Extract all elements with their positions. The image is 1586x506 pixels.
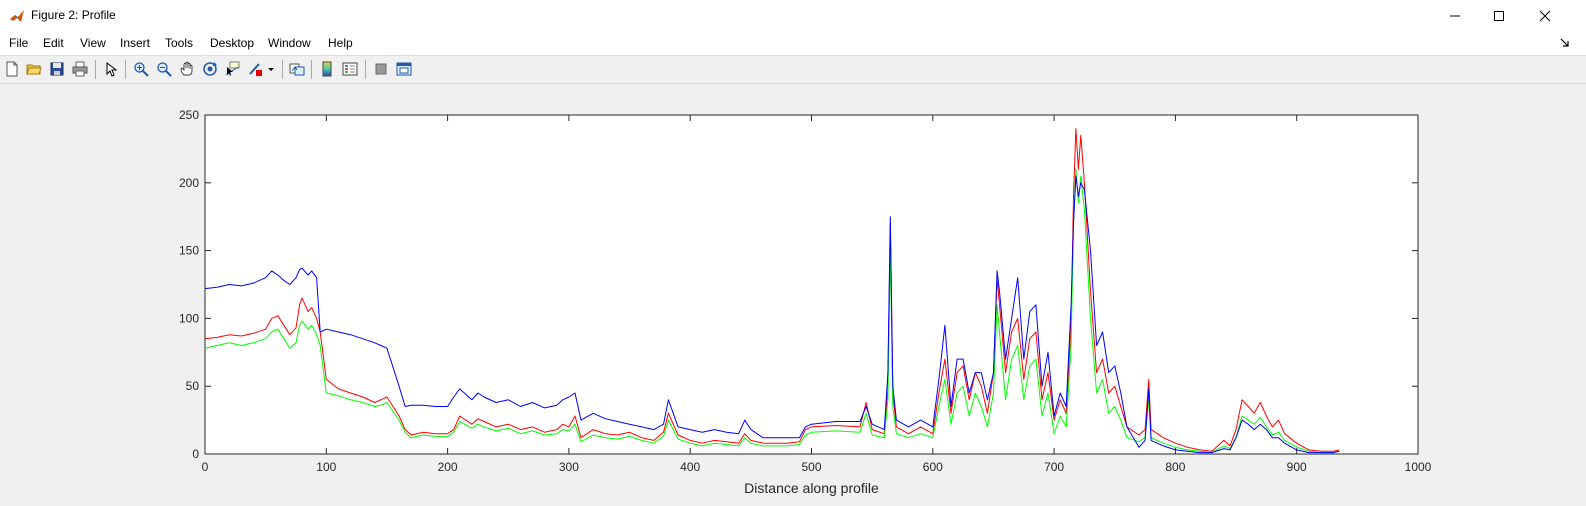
x-tick-label: 800 — [1165, 460, 1185, 474]
x-tick-label: 200 — [438, 460, 458, 474]
red-profile-line[interactable] — [204, 128, 1340, 452]
zoom-out-button[interactable] — [155, 60, 173, 78]
save-icon — [50, 62, 64, 76]
open-file-button[interactable] — [25, 60, 43, 78]
insert-colorbar-icon — [322, 61, 332, 77]
data-cursor-button[interactable] — [223, 60, 241, 78]
x-tick-label: 400 — [680, 460, 700, 474]
print-icon — [72, 61, 88, 77]
save-button[interactable] — [48, 60, 66, 78]
new-figure-button[interactable] — [3, 60, 21, 78]
profile-plot[interactable]: 0 100 200 300 400 500 600 700 800 900 1000 0 50 100 15… — [0, 84, 1586, 506]
data-cursor-icon — [225, 61, 240, 76]
insert-legend-icon — [342, 62, 358, 76]
blue-profile-line[interactable] — [204, 175, 1340, 454]
open-file-icon — [26, 64, 42, 75]
y-tick-label: 150 — [179, 244, 199, 258]
maximize-icon — [1494, 10, 1504, 21]
x-tick-label: 700 — [1044, 460, 1064, 474]
x-tick-label: 500 — [801, 460, 821, 474]
menu-bar: File Edit View Insert Tools Desktop Wind… — [0, 31, 1586, 56]
x-tick-label: 100 — [316, 460, 336, 474]
window-title: Figure 2: Profile — [31, 8, 116, 22]
toolbar-separator — [125, 60, 126, 79]
link-plot-icon — [289, 63, 305, 76]
menu-window[interactable]: Window — [268, 36, 311, 50]
x-axis-label: Distance along profile — [744, 480, 879, 496]
edit-plot-arrow-icon — [106, 61, 118, 77]
toolbar-separator — [311, 60, 312, 79]
x-tick-label: 0 — [202, 460, 209, 474]
show-plot-tools-icon — [396, 62, 412, 76]
series-layer — [204, 128, 1340, 454]
brush-button[interactable] — [246, 60, 264, 78]
toolbar-separator — [95, 60, 96, 79]
y-tick-label: 250 — [179, 108, 199, 122]
pan-button[interactable] — [178, 60, 196, 78]
minimize-button[interactable] — [1432, 0, 1478, 31]
dock-arrow-icon[interactable] — [1560, 38, 1570, 48]
plot-area — [204, 114, 1419, 455]
menu-tools[interactable]: Tools — [165, 36, 194, 50]
menu-desktop[interactable]: Desktop — [210, 36, 255, 50]
chevron-down-icon — [268, 68, 274, 71]
x-tick-label: 1000 — [1405, 460, 1432, 474]
matlab-logo-icon — [10, 10, 24, 22]
x-tick-label: 600 — [923, 460, 943, 474]
link-plot-button[interactable] — [288, 60, 306, 78]
figure-toolbar — [0, 56, 1586, 84]
brush-dropdown[interactable] — [266, 60, 276, 78]
rotate-3d-icon — [203, 62, 217, 76]
title-bar: Figure 2: Profile — [0, 0, 1586, 31]
minimize-icon — [1450, 15, 1460, 16]
show-plot-tools-button[interactable] — [395, 60, 413, 78]
hide-plot-tools-button[interactable] — [372, 60, 390, 78]
y-tick-label: 100 — [179, 311, 199, 325]
insert-colorbar-button[interactable] — [318, 60, 336, 78]
x-tick-label: 900 — [1287, 460, 1307, 474]
menu-edit[interactable]: Edit — [43, 36, 64, 50]
close-icon — [1539, 10, 1551, 21]
zoom-in-icon — [134, 62, 149, 77]
zoom-out-icon — [157, 62, 172, 77]
menu-help[interactable]: Help — [328, 36, 353, 50]
insert-legend-button[interactable] — [341, 60, 359, 78]
menu-insert[interactable]: Insert — [120, 36, 151, 50]
menu-file[interactable]: File — [9, 36, 29, 50]
figure-canvas: 0 100 200 300 400 500 600 700 800 900 1000 0 50 100 15… — [0, 84, 1586, 506]
y-tick-label: 200 — [179, 176, 199, 190]
new-figure-icon — [6, 61, 18, 77]
pan-hand-icon — [180, 61, 193, 76]
maximize-button[interactable] — [1476, 0, 1522, 31]
rotate-3d-button[interactable] — [201, 60, 219, 78]
print-button[interactable] — [71, 60, 89, 78]
y-tick-label: 0 — [192, 447, 199, 461]
zoom-in-button[interactable] — [132, 60, 150, 78]
toolbar-separator — [282, 60, 283, 79]
x-tick-label: 300 — [559, 460, 579, 474]
toolbar-separator — [365, 60, 366, 79]
menu-view[interactable]: View — [80, 36, 106, 50]
brush-icon — [249, 63, 262, 76]
close-button[interactable] — [1522, 0, 1568, 31]
axis-ticks: 0 100 200 300 400 500 600 700 800 900 1000 0 50 100 15… — [179, 108, 1432, 474]
hide-plot-tools-icon — [375, 63, 387, 75]
y-tick-label: 50 — [186, 379, 200, 393]
edit-plot-button[interactable] — [102, 60, 120, 78]
